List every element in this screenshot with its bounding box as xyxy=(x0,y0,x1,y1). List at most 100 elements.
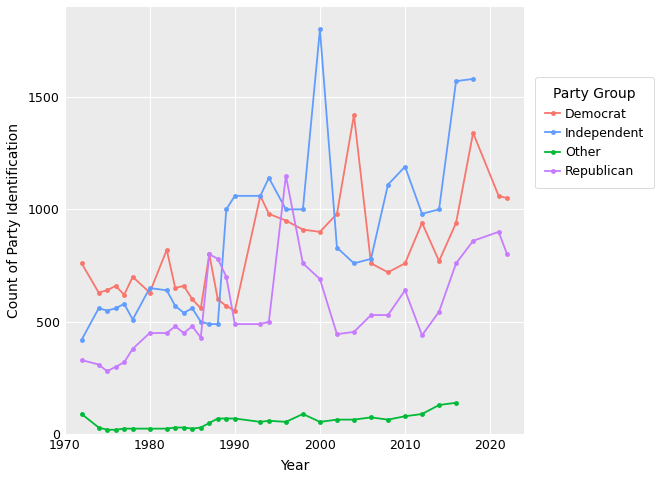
Democrat xyxy=(103,288,111,293)
Republican xyxy=(384,312,392,318)
Democrat xyxy=(265,211,273,217)
Other xyxy=(197,425,205,431)
Independent xyxy=(128,317,136,323)
Other xyxy=(205,420,213,426)
Democrat xyxy=(367,261,375,266)
Independent xyxy=(299,206,307,212)
Democrat xyxy=(384,269,392,275)
Republican xyxy=(112,364,120,370)
Other xyxy=(128,426,136,432)
Democrat xyxy=(77,261,85,266)
Democrat xyxy=(112,283,120,288)
Other xyxy=(256,419,264,425)
Other xyxy=(146,426,154,432)
Democrat xyxy=(495,193,503,199)
Democrat xyxy=(503,195,511,201)
Independent xyxy=(230,193,239,199)
Republican xyxy=(282,173,290,179)
Independent xyxy=(452,78,460,84)
Republican xyxy=(95,361,103,367)
Y-axis label: Count of Party Identification: Count of Party Identification xyxy=(7,123,21,318)
Independent xyxy=(179,310,187,316)
Other xyxy=(112,427,120,432)
Democrat xyxy=(171,285,179,291)
Democrat xyxy=(452,220,460,226)
Democrat xyxy=(179,283,187,288)
Republican xyxy=(401,288,409,293)
Other xyxy=(384,417,392,422)
Other xyxy=(120,426,128,432)
Republican xyxy=(265,319,273,324)
Other xyxy=(299,411,307,417)
Republican xyxy=(469,238,477,244)
Independent xyxy=(350,261,358,266)
Line: Other: Other xyxy=(79,400,458,432)
Democrat xyxy=(222,303,230,309)
Other xyxy=(222,416,230,421)
Other xyxy=(452,400,460,406)
Democrat xyxy=(469,130,477,136)
Republican xyxy=(222,274,230,280)
Line: Republican: Republican xyxy=(79,173,509,374)
Republican xyxy=(418,333,426,338)
Democrat xyxy=(435,258,443,264)
Republican xyxy=(256,321,264,327)
Other xyxy=(95,425,103,431)
Independent xyxy=(197,319,205,324)
Independent xyxy=(222,206,230,212)
Independent xyxy=(316,26,324,32)
Other xyxy=(282,419,290,425)
Independent xyxy=(469,76,477,82)
Republican xyxy=(197,335,205,340)
Legend: Democrat, Independent, Other, Republican: Democrat, Independent, Other, Republican xyxy=(535,77,655,188)
Independent xyxy=(120,301,128,307)
Other xyxy=(367,415,375,420)
X-axis label: Year: Year xyxy=(280,459,309,473)
Other xyxy=(77,411,85,417)
Republican xyxy=(316,276,324,282)
Republican xyxy=(367,312,375,318)
Democrat xyxy=(418,220,426,226)
Independent xyxy=(384,182,392,188)
Democrat xyxy=(299,227,307,232)
Independent xyxy=(333,245,341,251)
Democrat xyxy=(95,290,103,296)
Democrat xyxy=(316,229,324,235)
Other xyxy=(333,417,341,422)
Independent xyxy=(401,164,409,169)
Other xyxy=(188,426,196,432)
Independent xyxy=(205,321,213,327)
Democrat xyxy=(188,297,196,302)
Republican xyxy=(214,256,222,262)
Independent xyxy=(367,256,375,262)
Republican xyxy=(171,324,179,329)
Democrat xyxy=(214,297,222,302)
Democrat xyxy=(256,193,264,199)
Line: Democrat: Democrat xyxy=(79,112,509,313)
Other xyxy=(230,416,239,421)
Independent xyxy=(77,337,85,343)
Independent xyxy=(265,175,273,181)
Other xyxy=(163,426,171,432)
Other xyxy=(418,411,426,417)
Independent xyxy=(103,308,111,313)
Independent xyxy=(112,305,120,311)
Republican xyxy=(299,261,307,266)
Democrat xyxy=(120,292,128,298)
Democrat xyxy=(230,308,239,313)
Democrat xyxy=(282,218,290,224)
Democrat xyxy=(401,261,409,266)
Other xyxy=(171,425,179,431)
Republican xyxy=(146,330,154,336)
Independent xyxy=(95,305,103,311)
Other xyxy=(265,418,273,424)
Other xyxy=(103,427,111,432)
Independent xyxy=(171,303,179,309)
Other xyxy=(179,425,187,431)
Republican xyxy=(495,229,503,235)
Republican xyxy=(77,357,85,363)
Other xyxy=(435,402,443,408)
Independent xyxy=(282,206,290,212)
Line: Independent: Independent xyxy=(79,27,476,342)
Democrat xyxy=(350,112,358,118)
